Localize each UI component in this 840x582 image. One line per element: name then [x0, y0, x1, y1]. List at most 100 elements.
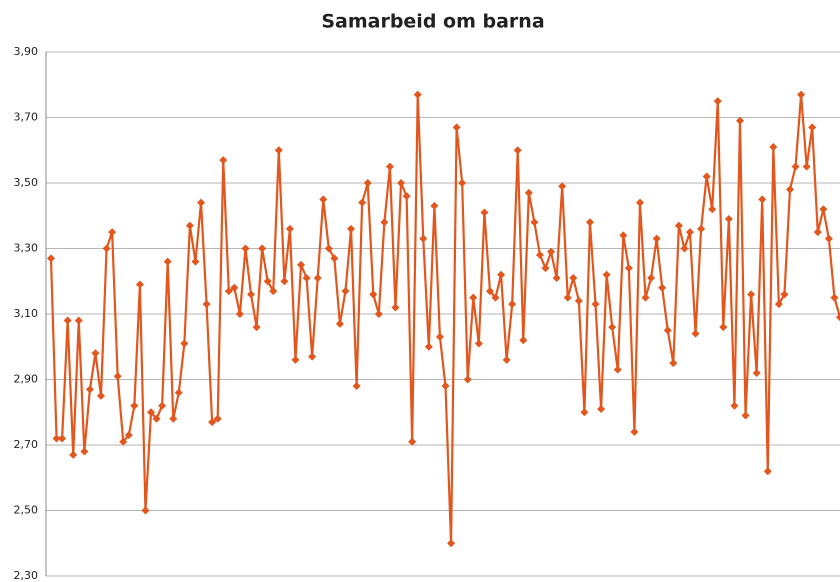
- marker: [563, 293, 572, 302]
- marker: [647, 273, 656, 282]
- y-tick-label: 3,70: [14, 111, 39, 124]
- marker: [374, 310, 383, 318]
- marker: [324, 244, 333, 253]
- marker: [663, 326, 672, 335]
- marker: [280, 277, 289, 286]
- marker: [252, 323, 261, 332]
- marker: [797, 90, 806, 99]
- marker: [735, 116, 744, 125]
- marker: [113, 372, 122, 381]
- marker: [213, 414, 222, 423]
- marker: [758, 195, 767, 204]
- marker: [174, 388, 183, 397]
- marker: [330, 254, 339, 263]
- marker: [708, 205, 717, 214]
- marker: [447, 539, 456, 548]
- marker: [591, 300, 600, 309]
- marker: [80, 447, 89, 456]
- marker: [119, 437, 128, 446]
- marker: [91, 349, 100, 358]
- marker: [513, 146, 522, 155]
- marker: [608, 323, 617, 332]
- marker: [352, 382, 361, 391]
- marker: [508, 300, 517, 309]
- marker: [480, 208, 489, 217]
- marker: [652, 234, 661, 243]
- marker: [824, 234, 833, 243]
- line: [49, 93, 840, 545]
- marker: [335, 319, 344, 328]
- marker: [274, 146, 283, 155]
- marker: [135, 280, 144, 289]
- marker: [191, 257, 200, 266]
- marker: [491, 293, 500, 302]
- marker: [602, 270, 611, 279]
- marker: [297, 260, 306, 269]
- marker: [469, 293, 478, 302]
- marker: [235, 310, 244, 318]
- marker: [85, 385, 94, 394]
- marker: [630, 427, 639, 436]
- marker: [524, 188, 533, 197]
- marker: [391, 303, 400, 312]
- marker: [385, 162, 394, 171]
- marker: [397, 179, 406, 187]
- y-tick-label: 2,70: [14, 438, 39, 451]
- marker: [180, 339, 189, 348]
- y-tick-label: 2,50: [14, 504, 39, 517]
- marker: [613, 365, 622, 374]
- marker: [547, 247, 556, 256]
- marker: [702, 172, 711, 181]
- marker: [302, 273, 311, 282]
- marker: [713, 97, 722, 106]
- marker: [597, 404, 606, 413]
- marker: [413, 90, 422, 99]
- marker: [463, 375, 472, 384]
- marker: [836, 313, 840, 322]
- marker: [430, 201, 439, 210]
- marker: [574, 296, 583, 305]
- marker: [747, 290, 756, 299]
- plot: [47, 90, 840, 548]
- marker: [830, 293, 839, 302]
- marker: [341, 287, 350, 296]
- marker: [402, 192, 411, 201]
- marker: [124, 431, 133, 440]
- marker: [685, 228, 694, 237]
- marker: [97, 391, 106, 400]
- marker: [363, 179, 372, 187]
- marker: [541, 264, 550, 273]
- marker: [291, 355, 300, 364]
- marker: [624, 264, 633, 273]
- marker: [802, 162, 811, 171]
- marker: [691, 329, 700, 338]
- marker: [785, 185, 794, 194]
- marker: [219, 156, 228, 165]
- y-tick-label: 3,30: [14, 242, 39, 255]
- marker: [308, 352, 317, 361]
- marker: [358, 198, 367, 207]
- marker: [724, 215, 733, 224]
- marker: [552, 273, 561, 282]
- marker: [558, 182, 567, 191]
- marker: [141, 506, 150, 515]
- marker: [519, 336, 528, 345]
- marker: [813, 228, 822, 237]
- marker: [147, 408, 156, 417]
- marker: [769, 142, 778, 151]
- marker: [791, 162, 800, 171]
- marker: [497, 270, 506, 279]
- marker: [641, 293, 650, 302]
- marker: [441, 382, 450, 391]
- marker: [669, 359, 678, 368]
- marker: [697, 224, 706, 233]
- y-tick-label: 2,30: [14, 569, 39, 582]
- marker: [74, 316, 83, 325]
- marker: [158, 401, 167, 410]
- marker: [819, 205, 828, 214]
- marker: [535, 251, 544, 260]
- marker: [635, 198, 644, 207]
- y-tick-label: 3,50: [14, 176, 39, 189]
- marker: [285, 224, 294, 233]
